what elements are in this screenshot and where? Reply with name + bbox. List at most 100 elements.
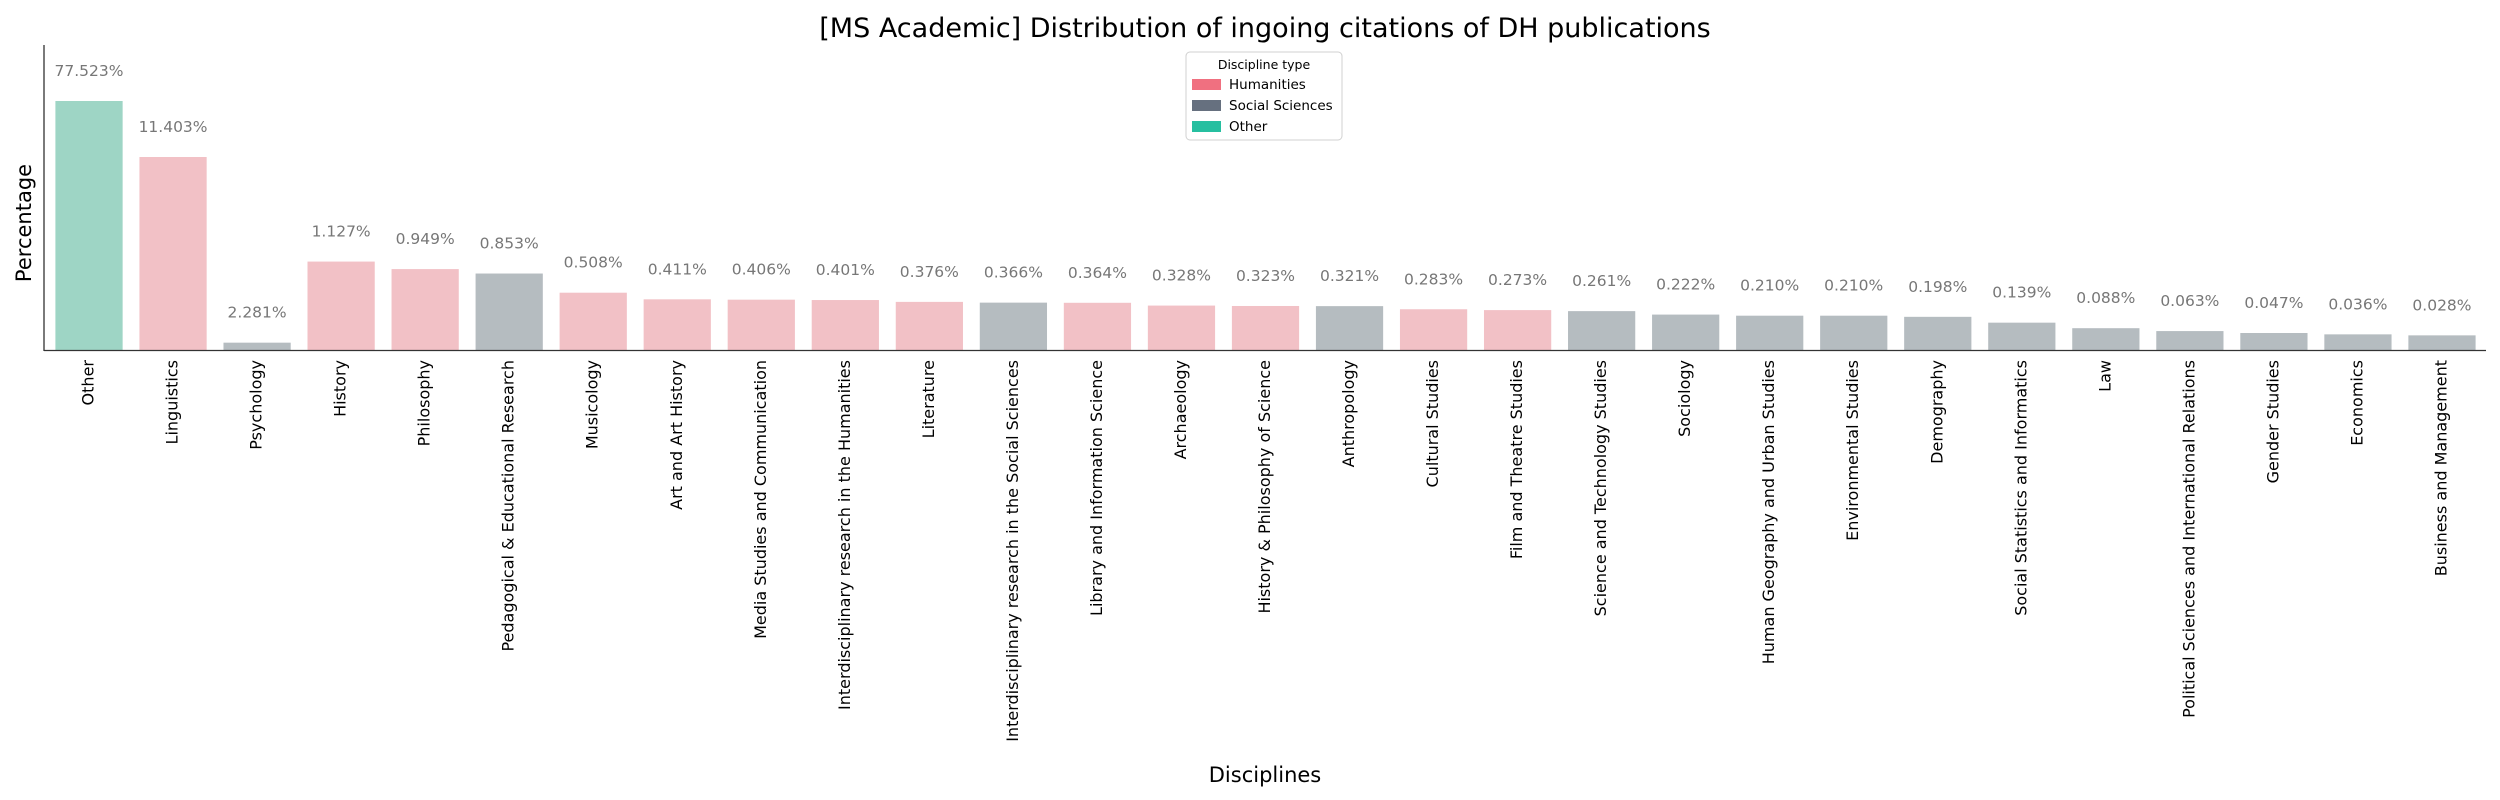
x-tick-label: History (331, 360, 350, 417)
x-tick-label: Other (79, 360, 98, 406)
data-label: 0.323% (1236, 267, 1295, 285)
bar-history (307, 261, 375, 350)
bar-philosophy (391, 269, 459, 350)
bar-film-and-theatre-studies (1483, 310, 1552, 350)
bar-literature (895, 301, 963, 350)
x-tick-label: History & Philosophy of Science (1255, 360, 1274, 614)
x-tick-label: Economics (2347, 360, 2366, 446)
bar-economics (2324, 334, 2392, 350)
bar-library-and-information-science (1063, 302, 1132, 350)
data-label: 0.508% (564, 254, 623, 272)
legend-frame (1185, 51, 1343, 141)
legend-entries: Humanities Social Sciences Other (1192, 77, 1333, 135)
x-tick-label: Archaeology (1171, 360, 1190, 459)
data-label: 77.523% (55, 62, 124, 80)
data-label: 0.283% (1404, 270, 1463, 288)
data-label: 0.261% (1572, 272, 1631, 290)
x-tick-label: Art and Art History (667, 360, 686, 510)
legend-label: Social Sciences (1229, 98, 1333, 114)
x-tick-label: Interdisciplinary research in the Social… (1003, 360, 1022, 742)
bar-business-and-management (2408, 335, 2476, 350)
data-labels-group: 77.523% 11.403% 2.281% 1.127% 0.949% 0.853% 0.… (55, 62, 2472, 322)
data-label: 0.853% (480, 235, 539, 253)
bar-psychology (223, 342, 291, 350)
x-tick-label: Social Statistics and Informatics (2011, 360, 2030, 616)
data-label: 0.047% (2244, 294, 2303, 312)
x-tick-label: Psychology (247, 360, 266, 450)
bar-history-philosophy-of-science (1231, 305, 1300, 350)
x-tick-label: Linguistics (163, 360, 182, 444)
bar-media-studies-and-communication (727, 299, 795, 350)
x-tick-label: Anthropology (1339, 360, 1358, 467)
bar-musicology (559, 292, 627, 350)
data-label: 0.088% (2076, 289, 2135, 307)
data-label: 0.063% (2160, 292, 2219, 310)
data-label: 0.222% (1656, 276, 1715, 294)
bar-science-and-technology-studies (1568, 311, 1636, 350)
x-tick-label: Law (2095, 360, 2114, 392)
bar-gender-studies (2240, 333, 2308, 350)
bar-law (2072, 328, 2140, 350)
bar-anthropology (1315, 306, 1384, 350)
legend-swatch (1192, 79, 1221, 90)
x-axis-label: Disciplines (1209, 763, 1322, 787)
data-label: 0.036% (2328, 295, 2387, 313)
data-label: 0.273% (1488, 271, 1547, 289)
bar-other (55, 101, 123, 350)
data-label: 0.210% (1740, 277, 1799, 295)
legend-swatch (1192, 100, 1221, 111)
x-tick-label: Literature (919, 360, 938, 438)
bar-archaeology (1147, 305, 1216, 350)
bar-art-and-art-history (643, 299, 711, 350)
legend-label: Other (1229, 119, 1268, 135)
data-label: 11.403% (139, 118, 208, 136)
x-tick-label: Demography (1927, 360, 1946, 464)
bar-political-sciences-and-international-relations (2156, 331, 2224, 350)
x-tick-label: Human Geography and Urban Studies (1759, 360, 1778, 664)
x-tick-label: Philosophy (415, 360, 434, 446)
data-label: 0.139% (1992, 284, 2051, 302)
x-tick-labels-group: Other Linguistics Psychology History Philoso… (79, 360, 2451, 742)
x-tick-label: Gender Studies (2263, 360, 2282, 483)
x-tick-label: Political Sciences and International Rel… (2179, 360, 2198, 718)
data-label: 0.028% (2412, 296, 2471, 314)
bar-sociology (1652, 314, 1720, 350)
x-tick-label: Pedagogical & Educational Research (499, 360, 518, 652)
data-label: 2.281% (228, 304, 287, 322)
data-label: 0.321% (1320, 267, 1379, 285)
x-tick-label: Cultural Studies (1423, 360, 1442, 487)
x-tick-label: Interdisciplinary research in the Humani… (835, 360, 854, 710)
chart-title: [MS Academic] Distribution of ingoing ci… (819, 13, 1710, 44)
legend-swatch (1192, 121, 1221, 132)
data-label: 0.364% (1068, 264, 1127, 282)
x-tick-label: Library and Information Science (1087, 360, 1106, 616)
legend: Discipline type Humanities Social Science… (1185, 51, 1343, 141)
x-tick-label: Musicology (583, 360, 602, 449)
data-label: 0.406% (732, 261, 791, 279)
x-tick-label: Sociology (1675, 360, 1694, 437)
data-label: 0.328% (1152, 267, 1211, 285)
legend-title: Discipline type (1218, 57, 1311, 72)
x-tick-label: Environmental Studies (1843, 360, 1862, 541)
data-label: 0.401% (816, 261, 875, 279)
x-tick-label: Science and Technology Studies (1591, 360, 1610, 616)
bar-human-geography-and-urban-studies (1736, 315, 1804, 350)
x-tick-label: Film and Theatre Studies (1507, 360, 1526, 559)
data-label: 0.376% (900, 263, 959, 281)
data-label: 0.210% (1824, 277, 1883, 295)
bar-linguistics (139, 157, 207, 350)
bar-pedagogical-educational-research (475, 273, 543, 350)
data-label: 0.949% (396, 230, 455, 248)
bar-interdisciplinary-research-in-the-social-sciences (979, 302, 1048, 350)
bar-cultural-studies (1399, 309, 1468, 350)
x-tick-label: Business and Management (2431, 360, 2450, 576)
legend-label: Humanities (1229, 77, 1306, 93)
x-tick-label: Media Studies and Communication (751, 360, 770, 639)
data-label: 0.198% (1908, 278, 1967, 296)
bars-group (55, 101, 2476, 350)
data-label: 0.366% (984, 264, 1043, 282)
bar-demography (1904, 316, 1972, 350)
bar-social-statistics-and-informatics (1988, 322, 2056, 350)
y-axis-label: Percentage (12, 164, 36, 282)
